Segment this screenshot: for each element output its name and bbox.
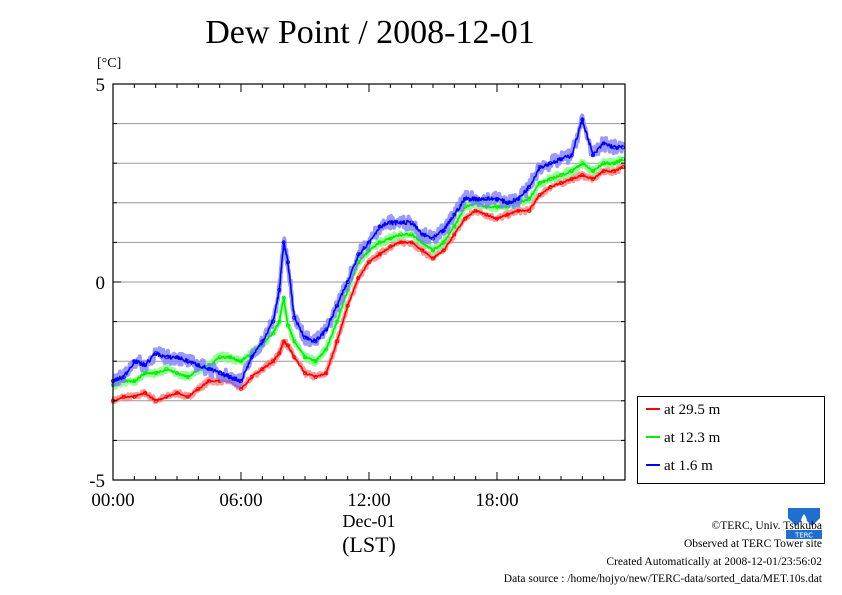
x-tick-label: 06:00	[219, 490, 262, 511]
legend: at 29.5 m at 12.3 m at 1.6 m	[637, 396, 825, 484]
legend-swatch-12-3m	[646, 436, 660, 438]
legend-swatch-29-5m	[646, 408, 660, 410]
legend-item-1-6m: at 1.6 m	[646, 458, 713, 475]
x-tick-label: 00:00	[91, 490, 134, 511]
footer-copyright: ©TERC, Univ. Tsukuba	[712, 520, 822, 532]
legend-label-29-5m: at 29.5 m	[664, 402, 720, 418]
x-axis-date-label: Dec-01	[343, 511, 396, 531]
legend-swatch-1-6m	[646, 464, 660, 466]
legend-item-29-5m: at 29.5 m	[646, 402, 720, 419]
legend-item-12-3m: at 12.3 m	[646, 430, 720, 447]
y-tick-label: 5	[96, 75, 106, 96]
x-tick-label: 18:00	[475, 490, 518, 511]
footer-observed: Observed at TERC Tower site	[684, 538, 822, 550]
y-tick-label: -5	[89, 471, 105, 492]
legend-label-1-6m: at 1.6 m	[664, 458, 713, 474]
y-tick-label: 0	[96, 273, 106, 294]
footer-source: Data source : /home/hojyo/new/TERC-data/…	[504, 573, 822, 585]
footer-created: Created Automatically at 2008-12-01/23:5…	[606, 556, 822, 568]
x-tick-label: 12:00	[347, 490, 390, 511]
x-axis-timezone-label: (LST)	[342, 532, 396, 557]
legend-label-12-3m: at 12.3 m	[664, 430, 720, 446]
